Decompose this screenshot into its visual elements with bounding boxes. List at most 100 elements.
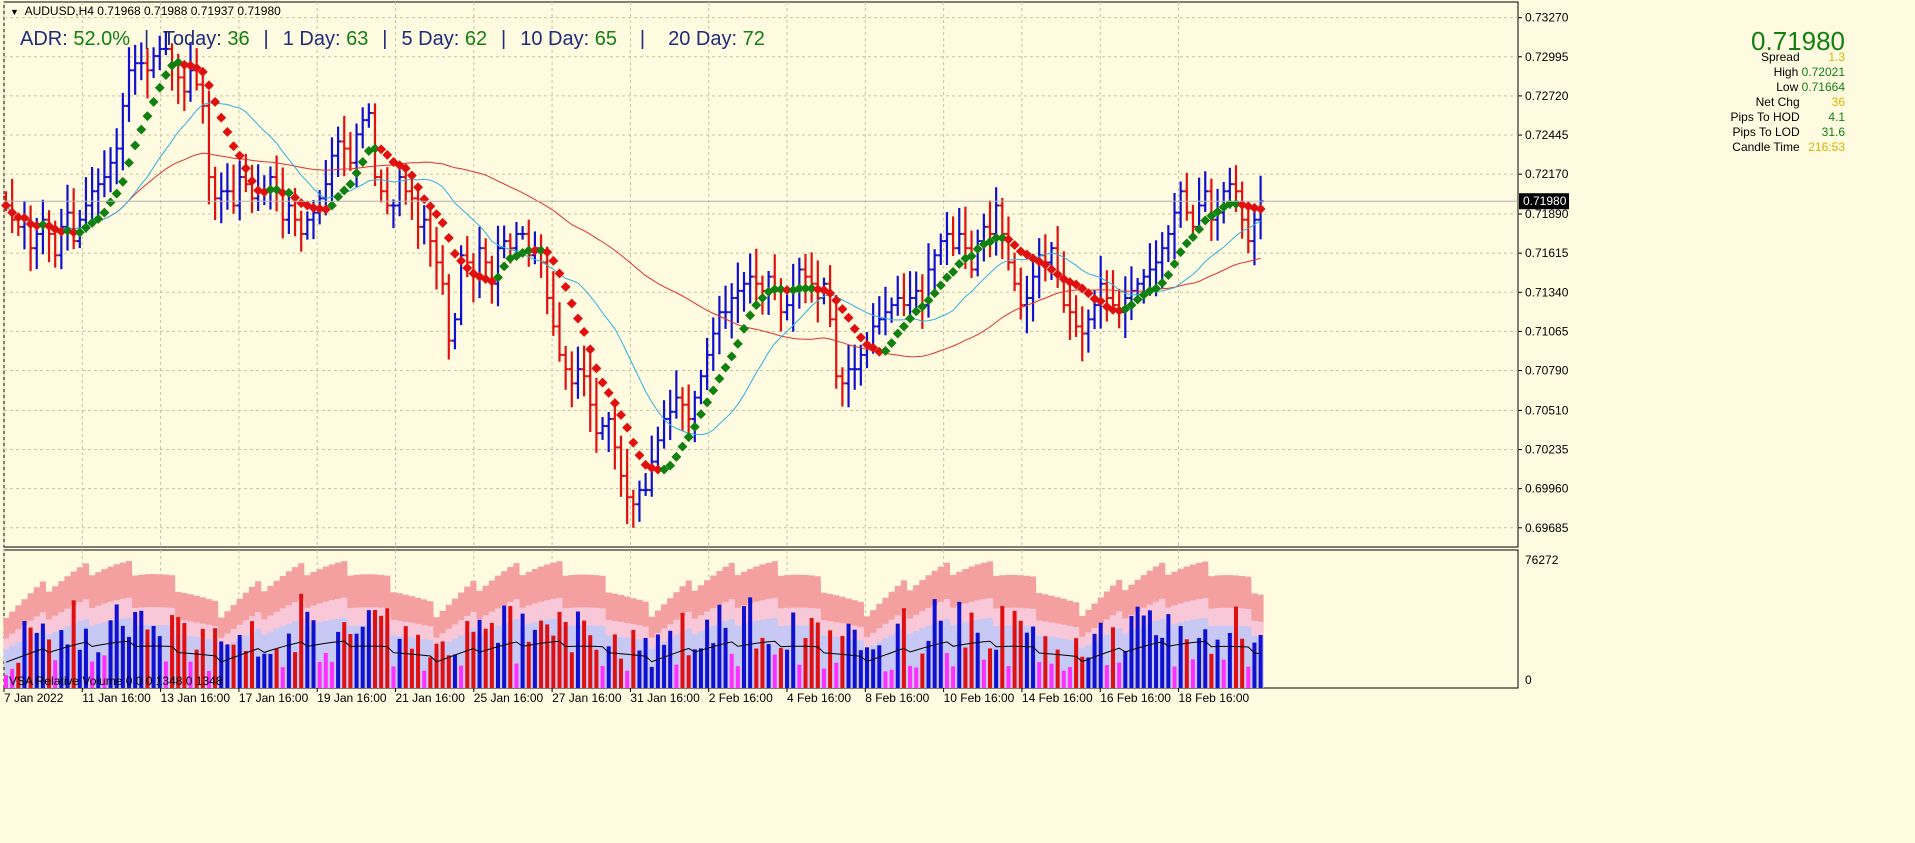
trend-dot (382, 149, 393, 160)
y-tick-label: 0.71615 (1525, 246, 1569, 260)
trend-dot (585, 344, 596, 355)
current-price-marker-label: 0.71980 (1523, 194, 1567, 208)
ohlc-bar (1177, 181, 1184, 228)
trend-dot (782, 285, 792, 296)
y-tick-label: 0.71065 (1525, 324, 1569, 338)
ohlc-bar (501, 225, 508, 259)
volume-bar (471, 631, 476, 688)
trend-dot (345, 179, 356, 190)
ohlc-bar (482, 238, 489, 280)
volume-bar (840, 635, 845, 688)
info-row-pips-hod: Pips To HOD 4.1 (1731, 110, 1845, 125)
volume-bar (280, 667, 285, 688)
collapse-triangle-icon[interactable]: ▼ (10, 7, 19, 17)
volume-bar (1234, 606, 1238, 688)
volume-bar (483, 628, 488, 688)
ohlc-bar (390, 199, 397, 229)
trend-dot (179, 59, 190, 70)
volume-bar (975, 632, 980, 688)
trend-dot (308, 202, 319, 213)
separator: | (382, 28, 388, 50)
ohlc-bar (802, 253, 809, 304)
ohlc-bar (931, 249, 938, 293)
trend-dot (124, 157, 134, 168)
volume-bar (619, 658, 623, 688)
trend-dot (603, 387, 614, 398)
volume-bar (1197, 637, 1202, 688)
trend-dot (831, 295, 842, 306)
info-label: Pips To HOD (1730, 110, 1800, 124)
ohlc-bar (808, 252, 815, 303)
ohlc-bar (1251, 205, 1258, 266)
info-row-spread: Spread 1.3 (1731, 50, 1845, 65)
x-tick-label: 31 Jan 16:00 (630, 691, 700, 705)
ohlc-bar (907, 271, 914, 322)
volume-bar (1111, 627, 1115, 688)
ohlc-bar (95, 168, 102, 218)
volume-bar (600, 665, 605, 688)
ohlc-bar (101, 150, 108, 198)
volume-bar (705, 619, 710, 688)
volume-bar (575, 611, 580, 688)
volume-bar (748, 597, 753, 688)
trend-dot (560, 281, 571, 292)
volume-bar (1049, 663, 1054, 688)
ohlc-bar (679, 387, 686, 431)
trend-dot (579, 327, 590, 337)
x-tick-label: 8 Feb 16:00 (865, 691, 929, 705)
ohlc-bar (1036, 238, 1043, 299)
trend-dot (1175, 247, 1186, 258)
ohlc-bar (734, 262, 741, 324)
y-tick-label: 0.73270 (1525, 11, 1569, 25)
volume-bar (514, 663, 519, 688)
trend-dot (917, 301, 928, 312)
volume-bar (286, 633, 291, 688)
volume-bar (108, 620, 113, 688)
trend-dot (806, 283, 817, 294)
ohlc-bar (433, 226, 440, 290)
volume-bar (932, 599, 937, 688)
day1-label: 1 Day: (282, 28, 341, 50)
ohlc-bar (451, 312, 458, 350)
volume-bar (846, 623, 851, 688)
today-label: Today: (162, 28, 222, 50)
volume-bar (53, 660, 58, 688)
volume-bar (551, 635, 556, 688)
volume-bar (354, 633, 359, 688)
trend-dot (714, 373, 725, 384)
ohlc-bar (562, 345, 569, 390)
ohlc-bar (999, 198, 1006, 260)
trend-dot (1071, 279, 1082, 290)
trend-dot (628, 437, 639, 448)
ohlc-bar (359, 107, 366, 149)
adr-value: 52.0% (73, 28, 131, 50)
trend-dot (837, 304, 848, 314)
volume-bar (379, 615, 384, 688)
ohlc-bar (704, 337, 711, 391)
info-label: Pips To LOD (1732, 125, 1800, 139)
trend-dot (1003, 234, 1014, 245)
ohlc-bar (365, 103, 372, 128)
trend-dot (351, 168, 362, 179)
volume-bar (422, 670, 427, 688)
trend-dot (443, 232, 454, 243)
x-tick-label: 17 Jan 16:00 (239, 691, 309, 705)
trend-dot (56, 226, 67, 237)
volume-bar (920, 653, 925, 688)
ohlc-bar (642, 473, 649, 496)
adr-label: ADR: (20, 28, 68, 50)
volume-bar (895, 623, 900, 688)
volume-bar (34, 632, 39, 688)
info-label: Candle Time (1732, 140, 1800, 154)
trend-dot (696, 409, 706, 420)
trend-dot (609, 398, 620, 409)
volume-bar (643, 637, 648, 688)
ohlc-bar (956, 207, 963, 255)
trend-dot (677, 441, 688, 452)
volume-bar (729, 653, 734, 688)
volume-bar (606, 646, 611, 688)
trend-dot (160, 70, 171, 80)
volume-bar (311, 620, 316, 688)
